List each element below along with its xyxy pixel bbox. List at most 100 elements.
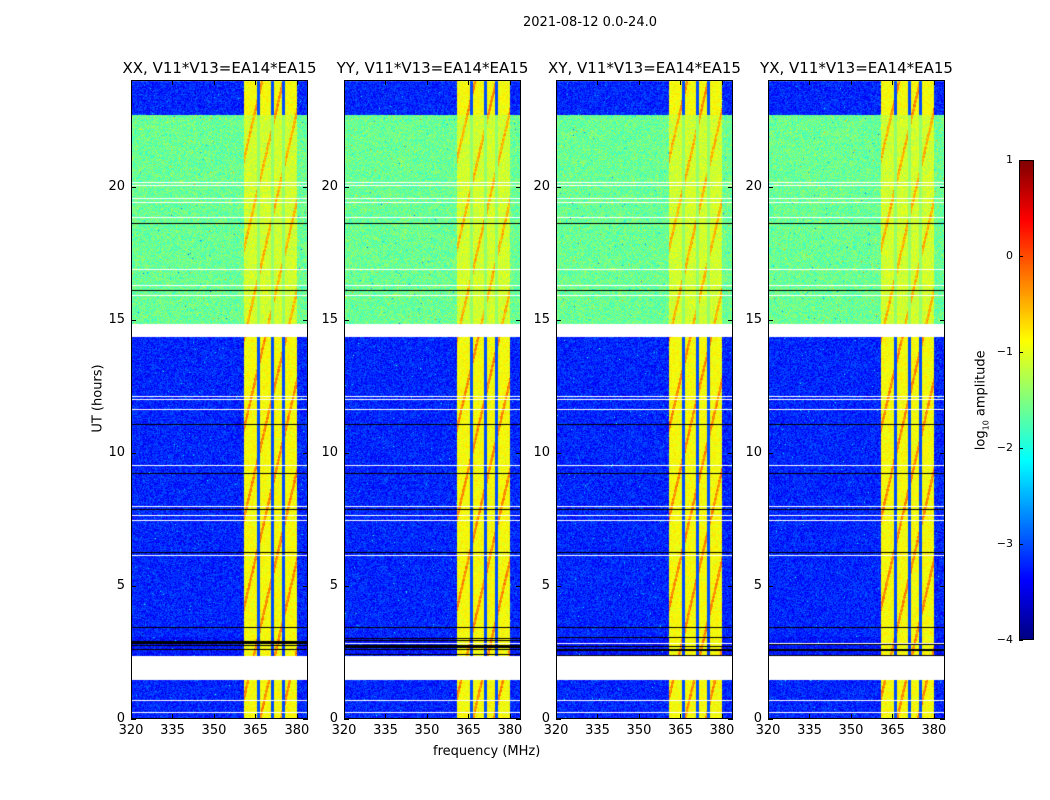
x-tick-mark bbox=[809, 714, 811, 719]
y-tick-label: 15 bbox=[745, 311, 762, 327]
y-tick-label: 10 bbox=[745, 444, 762, 460]
y-tick-mark bbox=[556, 186, 561, 188]
y-tick-mark bbox=[768, 186, 773, 188]
panel-title: YY, V11*V13=EA14*EA15 bbox=[336, 59, 529, 77]
colorbar-tick-mark bbox=[1019, 448, 1023, 449]
x-tick-label: 320 bbox=[755, 723, 781, 738]
colorbar-tick-label: −3 bbox=[996, 537, 1013, 550]
y-tick-mark bbox=[940, 585, 945, 587]
x-tick-mark bbox=[468, 714, 470, 719]
axes-frame bbox=[556, 80, 733, 719]
y-tick-label: 20 bbox=[533, 178, 550, 194]
x-tick-mark bbox=[638, 714, 640, 719]
x-tick-label: 350 bbox=[201, 723, 227, 738]
x-tick-mark bbox=[296, 80, 298, 85]
y-tick-mark bbox=[303, 585, 308, 587]
x-tick-mark bbox=[172, 80, 174, 85]
y-tick-mark bbox=[728, 452, 733, 454]
y-tick-mark bbox=[344, 719, 349, 720]
y-tick-mark bbox=[516, 719, 521, 720]
y-tick-mark bbox=[131, 719, 136, 720]
colorbar-tick-mark bbox=[1019, 160, 1023, 161]
x-tick-mark bbox=[296, 714, 298, 719]
x-tick-label: 365 bbox=[668, 723, 693, 738]
axes-frame bbox=[768, 80, 945, 719]
x-tick-mark bbox=[255, 714, 257, 719]
x-tick-mark bbox=[721, 80, 723, 85]
x-tick-mark bbox=[892, 714, 894, 719]
x-tick-label: 350 bbox=[414, 723, 440, 738]
x-tick-label: 365 bbox=[880, 723, 905, 738]
y-tick-label: 0 bbox=[329, 711, 338, 726]
x-tick-mark bbox=[680, 80, 682, 85]
colorbar-tick-label: −1 bbox=[996, 345, 1013, 358]
x-tick-mark bbox=[385, 714, 387, 719]
figure-title: 2021-08-12 0.0-24.0 bbox=[523, 15, 657, 30]
y-tick-mark bbox=[131, 319, 136, 321]
y-tick-mark bbox=[556, 319, 561, 321]
y-tick-mark bbox=[556, 452, 561, 454]
spectrogram-heatmap bbox=[131, 80, 308, 719]
x-tick-label: 335 bbox=[160, 723, 185, 738]
x-tick-mark bbox=[638, 80, 640, 85]
y-tick-label: 5 bbox=[753, 577, 762, 593]
x-tick-label: 335 bbox=[373, 723, 398, 738]
y-tick-label: 15 bbox=[108, 311, 125, 327]
y-tick-mark bbox=[728, 585, 733, 587]
y-tick-mark bbox=[768, 719, 773, 720]
y-tick-mark bbox=[516, 585, 521, 587]
y-tick-label: 15 bbox=[533, 311, 550, 327]
axes-frame bbox=[131, 80, 308, 719]
x-tick-mark bbox=[768, 80, 769, 85]
x-tick-mark bbox=[556, 80, 557, 85]
x-tick-mark bbox=[556, 714, 557, 719]
x-tick-label: 320 bbox=[543, 723, 569, 738]
panel-title: XY, V11*V13=EA14*EA15 bbox=[548, 59, 741, 77]
panel-title: XX, V11*V13=EA14*EA15 bbox=[122, 59, 317, 77]
y-tick-label: 0 bbox=[116, 711, 125, 726]
colorbar-tick-label: −4 bbox=[996, 633, 1013, 646]
y-tick-mark bbox=[303, 452, 308, 454]
x-tick-mark bbox=[172, 714, 174, 719]
panel-0: XX, V11*V13=EA14*EA15 0 5 10 15 20 320 335 350 36… bbox=[108, 59, 316, 738]
y-tick-mark bbox=[940, 186, 945, 188]
spectrogram-heatmap bbox=[556, 80, 733, 719]
x-tick-mark bbox=[344, 80, 345, 85]
y-tick-mark bbox=[728, 319, 733, 321]
y-tick-mark bbox=[768, 452, 773, 454]
colorbar-gradient bbox=[1019, 160, 1034, 640]
x-tick-mark bbox=[213, 714, 215, 719]
y-tick-mark bbox=[768, 319, 773, 321]
y-tick-mark bbox=[768, 585, 773, 587]
x-tick-label: 380 bbox=[497, 723, 523, 738]
y-tick-mark bbox=[940, 452, 945, 454]
y-tick-mark bbox=[303, 719, 308, 720]
x-tick-label: 380 bbox=[284, 723, 310, 738]
y-tick-mark bbox=[940, 319, 945, 321]
colorbar-tick-mark bbox=[1019, 640, 1023, 641]
y-tick-mark bbox=[131, 186, 136, 188]
colorbar-tick-label: 1 bbox=[1006, 153, 1013, 166]
y-tick-mark bbox=[728, 186, 733, 188]
x-tick-mark bbox=[426, 714, 428, 719]
colorbar-tick-mark bbox=[1019, 544, 1023, 545]
x-tick-mark bbox=[850, 80, 852, 85]
y-tick-mark bbox=[940, 719, 945, 720]
colorbar-frame bbox=[1019, 160, 1034, 640]
y-tick-mark bbox=[516, 319, 521, 321]
x-tick-label: 380 bbox=[709, 723, 735, 738]
x-tick-mark bbox=[213, 80, 215, 85]
x-tick-mark bbox=[597, 80, 599, 85]
y-tick-label: 10 bbox=[108, 444, 125, 460]
y-tick-label: 20 bbox=[321, 178, 338, 194]
x-tick-mark bbox=[131, 714, 132, 719]
panel-3: YX, V11*V13=EA14*EA15 0 5 10 15 20 320 335 350 36… bbox=[745, 59, 952, 738]
colorbar-tick-label: 0 bbox=[1006, 249, 1013, 262]
colorbar-tick-mark bbox=[1019, 256, 1023, 257]
x-tick-mark bbox=[933, 80, 935, 85]
spectrogram-heatmap bbox=[344, 80, 521, 719]
x-tick-mark bbox=[721, 714, 723, 719]
x-tick-mark bbox=[892, 80, 894, 85]
x-tick-mark bbox=[809, 80, 811, 85]
y-tick-label: 20 bbox=[108, 178, 125, 194]
